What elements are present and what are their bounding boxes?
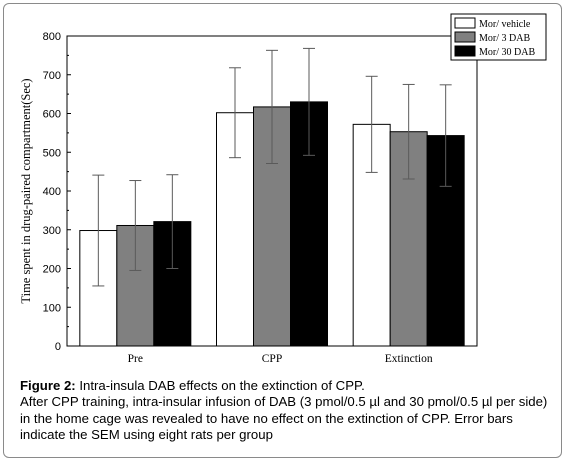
y-tick-label: 500 [43, 147, 61, 159]
caption-label: Figure 2: [20, 378, 76, 393]
x-tick-label: CPP [262, 353, 282, 365]
y-axis-label: Time spent in drug-paired compartment(Se… [19, 78, 33, 303]
y-tick-label: 0 [55, 341, 61, 353]
y-tick-label: 800 [43, 31, 61, 43]
y-tick-label: 600 [43, 109, 61, 121]
caption-title: Intra-insula DAB effects on the extincti… [79, 378, 365, 393]
x-tick-label: Extinction [385, 353, 433, 365]
legend-label: Mor/ vehicle [479, 19, 531, 30]
legend-swatch [454, 31, 476, 43]
figure-caption: Figure 2: Intra-insula DAB effects on th… [20, 378, 558, 444]
legend-swatch [454, 45, 476, 57]
legend-swatch [454, 17, 476, 29]
y-tick-label: 300 [43, 225, 61, 237]
caption-body: After CPP training, intra-insular infusi… [20, 394, 548, 443]
y-tick-label: 100 [43, 302, 61, 314]
legend-label: Mor/ 30 DAB [479, 47, 535, 58]
x-tick-label: Pre [128, 353, 143, 365]
y-tick-label: 700 [43, 70, 61, 82]
y-tick-label: 400 [43, 186, 61, 198]
y-tick-label: 200 [43, 264, 61, 276]
legend-label: Mor/ 3 DAB [479, 33, 530, 44]
